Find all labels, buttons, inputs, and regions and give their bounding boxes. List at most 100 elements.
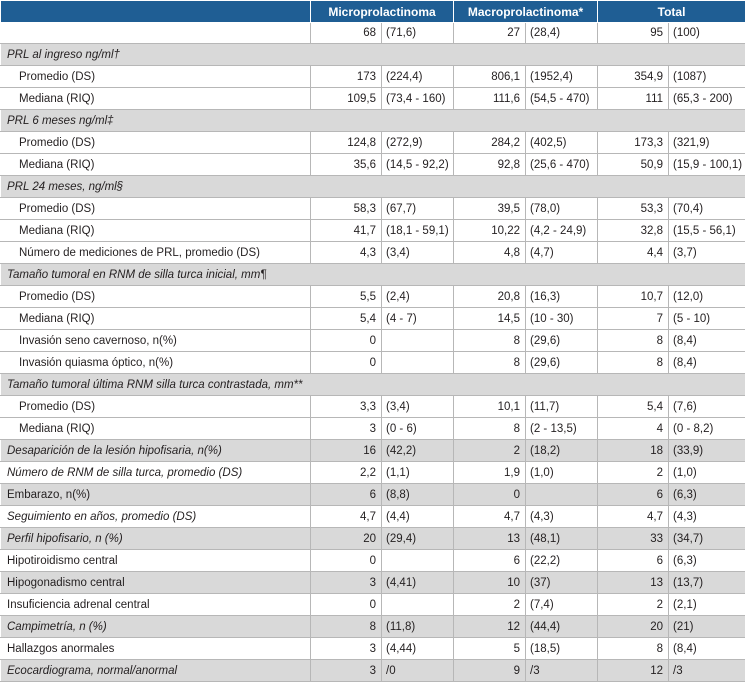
section-header-row: PRL al ingreso ng/ml†	[1, 44, 745, 66]
cell-value: 5,4	[311, 308, 382, 330]
cell-dispersion: /0	[382, 660, 454, 682]
cell-value: 5	[454, 638, 526, 660]
cell-dispersion: (224,4)	[382, 66, 454, 88]
cell-value: 6	[454, 550, 526, 572]
row-label: Campimetría, n (%)	[1, 616, 311, 638]
table-row: Desaparición de la lesión hipofisaria, n…	[1, 440, 745, 462]
cell-dispersion: (1087)	[669, 66, 745, 88]
section-label: Tamaño tumoral en RNM de silla turca ini…	[1, 264, 745, 286]
cell-dispersion: (0 - 6)	[382, 418, 454, 440]
row-label: Promedio (DS)	[1, 198, 311, 220]
cell-dispersion: (44,4)	[526, 616, 598, 638]
cell-value: 2	[598, 594, 669, 616]
cell-value: 58,3	[311, 198, 382, 220]
cell-dispersion: (67,7)	[382, 198, 454, 220]
row-label: Promedio (DS)	[1, 286, 311, 308]
cell-value: 20,8	[454, 286, 526, 308]
cell-value: 109,5	[311, 88, 382, 110]
cell-dispersion	[382, 330, 454, 352]
row-label: Promedio (DS)	[1, 66, 311, 88]
header-row: Microprolactinoma Macroprolactinoma* Tot…	[1, 1, 745, 23]
table-row: Promedio (DS)58,3(67,7)39,5(78,0)53,3(70…	[1, 198, 745, 220]
section-label: PRL 24 meses, ng/ml§	[1, 176, 745, 198]
cell-value: 4,7	[311, 506, 382, 528]
table-row: Campimetría, n (%)8(11,8)12(44,4)20(21)	[1, 616, 745, 638]
row-label: Desaparición de la lesión hipofisaria, n…	[1, 440, 311, 462]
cell-value: 16	[311, 440, 382, 462]
cell-value: 4	[598, 418, 669, 440]
cell-dispersion: (321,9)	[669, 132, 745, 154]
cell-dispersion: (73,4 - 160)	[382, 88, 454, 110]
cell-dispersion: (16,3)	[526, 286, 598, 308]
cell-dispersion	[382, 550, 454, 572]
cell-value: 8	[311, 616, 382, 638]
cell-value: 8	[454, 352, 526, 374]
cell-value: 50,9	[598, 154, 669, 176]
cell-value: 8	[598, 638, 669, 660]
cell-dispersion: (48,1)	[526, 528, 598, 550]
cell-dispersion: (402,5)	[526, 132, 598, 154]
cell-value: 354,9	[598, 66, 669, 88]
cell-dispersion: (4 - 7)	[382, 308, 454, 330]
cell-value: 4,3	[311, 242, 382, 264]
section-header-row: PRL 6 meses ng/ml‡	[1, 110, 745, 132]
cell-value: 8	[454, 418, 526, 440]
cell-value: 10	[454, 572, 526, 594]
cell-value: 6	[598, 550, 669, 572]
cell-dispersion: /3	[669, 660, 745, 682]
cell-dispersion: (25,6 - 470)	[526, 154, 598, 176]
cell-dispersion: (34,7)	[669, 528, 745, 550]
table-row: Promedio (DS)173(224,4)806,1(1952,4)354,…	[1, 66, 745, 88]
cell-value: 12	[454, 616, 526, 638]
row-label: Mediana (RIQ)	[1, 418, 311, 440]
row-label: Embarazo, n(%)	[1, 484, 311, 506]
count-label	[1, 23, 311, 44]
cell-dispersion: (29,4)	[382, 528, 454, 550]
cell-value: 6	[598, 484, 669, 506]
cell-dispersion: (6,3)	[669, 550, 745, 572]
cell-value: 32,8	[598, 220, 669, 242]
cell-dispersion: (4,41)	[382, 572, 454, 594]
cell-dispersion: (4,4)	[382, 506, 454, 528]
cell-dispersion: (272,9)	[382, 132, 454, 154]
cell-dispersion: (37)	[526, 572, 598, 594]
cell-value: 173	[311, 66, 382, 88]
table-row: Mediana (RIQ)41,7(18,1 - 59,1)10,22(4,2 …	[1, 220, 745, 242]
cell-value: 9	[454, 660, 526, 682]
cell-value: 806,1	[454, 66, 526, 88]
cell-value: 3	[311, 638, 382, 660]
cell-value: 3	[311, 660, 382, 682]
table-row: Mediana (RIQ)3(0 - 6)8(2 - 13,5)4(0 - 8,…	[1, 418, 745, 440]
cell-value: 10,1	[454, 396, 526, 418]
cell-value: 0	[311, 330, 382, 352]
row-label: Hipogonadismo central	[1, 572, 311, 594]
row-label: Insuficiencia adrenal central	[1, 594, 311, 616]
table-row: Número de RNM de silla turca, promedio (…	[1, 462, 745, 484]
cell-dispersion: (0 - 8,2)	[669, 418, 745, 440]
row-label: Número de mediciones de PRL, promedio (D…	[1, 242, 311, 264]
cell-dispersion: (2,4)	[382, 286, 454, 308]
table-row: Número de mediciones de PRL, promedio (D…	[1, 242, 745, 264]
cell-dispersion: (2,1)	[669, 594, 745, 616]
cell-value: 2,2	[311, 462, 382, 484]
cell-dispersion	[382, 352, 454, 374]
row-label: Hallazgos anormales	[1, 638, 311, 660]
table-row: Seguimiento en años, promedio (DS)4,7(4,…	[1, 506, 745, 528]
cell-dispersion: (70,4)	[669, 198, 745, 220]
section-header-row: PRL 24 meses, ng/ml§	[1, 176, 745, 198]
cell-dispersion: (18,2)	[526, 440, 598, 462]
header-total: Total	[598, 1, 745, 23]
cell-dispersion: /3	[526, 660, 598, 682]
cell-value: 8	[598, 330, 669, 352]
table-row: Perfil hipofisario, n (%)20(29,4)13(48,1…	[1, 528, 745, 550]
table-row: Promedio (DS)5,5(2,4)20,8(16,3)10,7(12,0…	[1, 286, 745, 308]
cell-dispersion	[382, 594, 454, 616]
cell-dispersion: (7,4)	[526, 594, 598, 616]
cell-dispersion	[526, 484, 598, 506]
cell-value: 5,5	[311, 286, 382, 308]
row-label: Seguimiento en años, promedio (DS)	[1, 506, 311, 528]
